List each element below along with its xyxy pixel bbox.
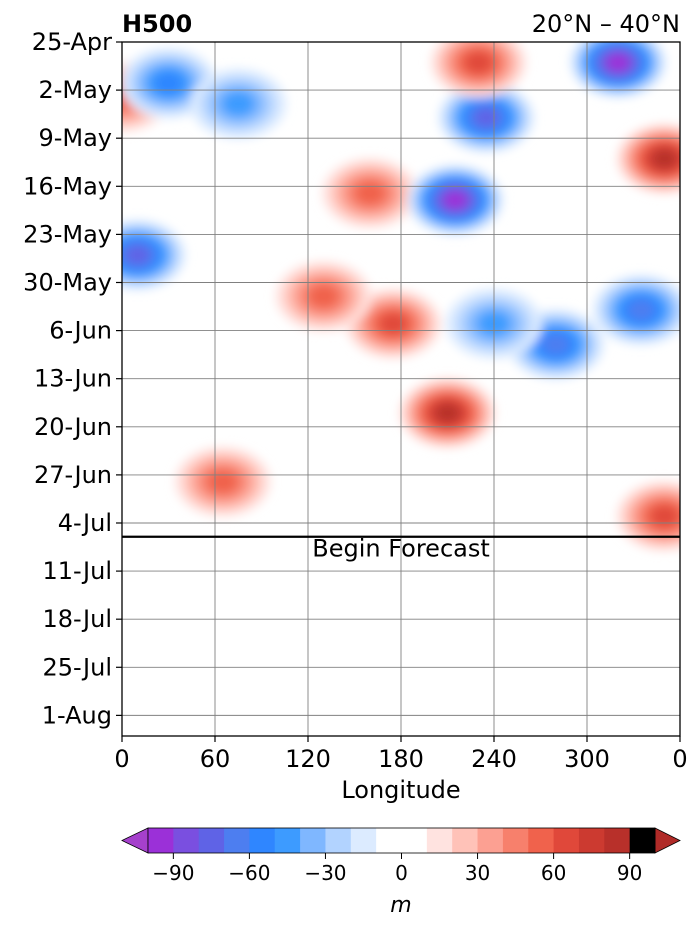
y-tick-label: 23-May <box>23 220 112 248</box>
x-tick-label: 0 <box>672 745 687 773</box>
colorbar-extend-high <box>654 827 681 854</box>
anomaly-contour <box>474 108 499 127</box>
colorbar-segment <box>173 828 200 853</box>
anomaly-contour <box>651 506 678 527</box>
colorbar-segment <box>426 828 453 853</box>
y-axis-ticks: 25-Apr 2-May 9-May 16-May 23-May 30-May 6-Jun 1… <box>23 28 122 729</box>
y-tick-label: 2-May <box>38 76 112 104</box>
y-tick-label: 16-May <box>23 172 112 200</box>
y-tick-label: 25-Jul <box>43 653 113 681</box>
forecast-label: Begin Forecast <box>312 535 490 563</box>
y-tick-label: 1-Aug <box>42 701 112 729</box>
colorbar-segment <box>376 828 428 853</box>
colorbar-segment <box>249 828 276 853</box>
colorbar-segment <box>148 828 174 853</box>
colorbar-segment <box>578 828 605 853</box>
colorbar-segment <box>274 828 301 853</box>
colorbar-segment <box>300 828 326 853</box>
anomaly-contour <box>208 470 238 493</box>
anomaly-contour <box>607 54 629 71</box>
y-tick-label: 6-Jun <box>49 317 112 345</box>
chart-title-left: H500 <box>122 10 192 38</box>
x-tick-label: 120 <box>285 745 331 773</box>
anomaly-contour <box>221 91 255 117</box>
anomaly-contour <box>154 72 183 95</box>
y-tick-label: 20-Jun <box>34 413 112 441</box>
colorbar-tick-label: 60 <box>541 861 566 885</box>
colorbar-tick-label: −90 <box>152 861 194 885</box>
colorbar-segment <box>198 828 225 853</box>
y-tick-label: 18-Jul <box>43 605 113 633</box>
anomaly-contour <box>436 404 459 422</box>
colorbar-tick-label: −60 <box>228 861 270 885</box>
colorbar-segment <box>452 828 479 853</box>
colorbar: −90 −60 −30 0 30 60 90 <box>121 827 681 885</box>
colorbar-segment <box>350 828 377 853</box>
x-tick-label: 0 <box>114 745 129 773</box>
y-tick-label: 27-Jun <box>34 461 112 489</box>
y-tick-label: 9-May <box>38 124 112 152</box>
anomaly-contour <box>355 182 385 205</box>
y-tick-label: 30-May <box>23 268 112 296</box>
colorbar-extend-low <box>121 827 149 854</box>
x-axis-ticks: 0 60 120 180 240 300 0 <box>114 736 688 773</box>
y-tick-label: 25-Apr <box>32 28 112 56</box>
x-tick-label: 60 <box>200 745 231 773</box>
x-tick-label: 240 <box>471 745 517 773</box>
x-tick-label: 180 <box>378 745 424 773</box>
anomaly-contour <box>628 299 655 320</box>
anomaly-contour <box>309 285 338 308</box>
y-tick-label: 11-Jul <box>43 557 113 585</box>
chart-title-right: 20°N – 40°N <box>532 10 680 38</box>
colorbar-label: m <box>390 893 411 918</box>
x-tick-label: 300 <box>564 745 610 773</box>
anomaly-contour <box>543 334 569 355</box>
x-axis-label: Longitude <box>341 776 460 804</box>
colorbar-segment <box>528 828 555 853</box>
anomaly-contour <box>653 150 676 168</box>
colorbar-tick-label: −30 <box>304 861 346 885</box>
anomaly-contour <box>465 52 492 73</box>
anomaly-contour <box>444 191 466 209</box>
y-tick-label: 4-Jul <box>58 509 112 537</box>
colorbar-segment <box>325 828 352 853</box>
colorbar-segment <box>502 828 529 853</box>
colorbar-tick-label: 90 <box>617 861 642 885</box>
colorbar-segment <box>604 828 631 853</box>
anomaly-contour <box>380 313 407 334</box>
colorbar-segment <box>477 828 504 853</box>
colorbar-tick-label: 30 <box>465 861 490 885</box>
colorbar-tick-label: 0 <box>395 861 408 885</box>
y-tick-label: 13-Jun <box>34 365 112 393</box>
forecast-marker: Begin Forecast <box>122 535 680 563</box>
colorbar-segment <box>629 828 656 853</box>
anomaly-contour <box>125 245 150 265</box>
colorbar-segment <box>553 828 580 853</box>
colorbar-segment <box>224 828 250 853</box>
